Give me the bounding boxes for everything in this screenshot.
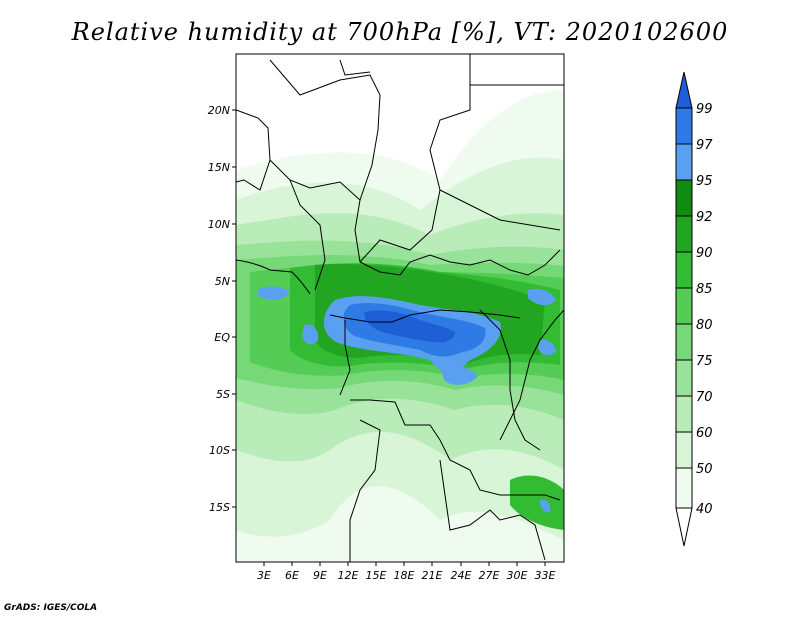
lon-tick-label: 30E [507, 569, 528, 582]
colorbar-label: 97 [696, 138, 713, 153]
colorbar-swatch [675, 143, 693, 181]
lat-tick-label: 10S [209, 444, 230, 457]
colorbar-label: 80 [696, 318, 713, 333]
lon-tick-label: 3E [257, 569, 271, 582]
colorbar-swatch [675, 395, 693, 433]
colorbar-swatch [675, 431, 693, 469]
lat-tick-label: EQ [214, 331, 230, 344]
colorbar-label: 92 [696, 210, 713, 225]
latitude-axis: 20N 15N 10N 5N EQ 5S 10S 15S [208, 104, 236, 514]
colorbar-label: 40 [696, 502, 713, 517]
country-borders [236, 54, 564, 562]
lon-tick-label: 15E [366, 569, 387, 582]
lon-tick-label: 24E [451, 569, 472, 582]
lon-tick-label: 9E [313, 569, 327, 582]
map-frame [235, 53, 565, 563]
colorbar-label: 85 [696, 282, 713, 297]
colorbar-label: 95 [696, 174, 713, 189]
longitude-axis: 3E 6E 9E 12E 15E 18E 21E 24E 27E 30E 33E [257, 562, 556, 582]
colorbar-bottom-arrow [675, 507, 693, 547]
colorbar-swatch [675, 359, 693, 397]
map-title: Relative humidity at 700hPa [%], VT: 202… [71, 18, 729, 46]
lat-tick-label: 15N [208, 161, 230, 174]
colorbar-swatch [675, 467, 693, 509]
lon-tick-label: 21E [422, 569, 443, 582]
lon-tick-label: 18E [394, 569, 415, 582]
colorbar-label: 99 [696, 102, 713, 117]
lat-tick-label: 15S [209, 501, 230, 514]
colorbar-label: 90 [696, 246, 713, 261]
colorbar-top-arrow [675, 71, 693, 109]
rh-99-region [364, 310, 455, 343]
colorbar-swatch [675, 107, 693, 145]
colorbar-label: 60 [696, 426, 713, 441]
colorbar-label: 70 [696, 390, 713, 405]
colorbar-label: 75 [696, 354, 713, 369]
colorbar-swatch [675, 251, 693, 289]
credit-label: GrADS: IGES/COLA [4, 603, 98, 613]
lon-tick-label: 27E [479, 569, 500, 582]
lat-tick-label: 5S [216, 388, 230, 401]
lat-tick-label: 10N [208, 218, 230, 231]
colorbar-labels: 99 97 95 92 90 85 80 75 70 60 50 40 [696, 102, 713, 517]
lon-tick-label: 12E [338, 569, 359, 582]
colorbar-swatch [675, 323, 693, 361]
lat-tick-label: 5N [215, 275, 230, 288]
lon-tick-label: 33E [535, 569, 556, 582]
lon-tick-label: 6E [285, 569, 299, 582]
colorbar-swatch [675, 179, 693, 217]
humidity-field [236, 54, 564, 562]
colorbar-label: 50 [696, 462, 713, 477]
colorbar [675, 71, 693, 547]
lat-tick-label: 20N [208, 104, 230, 117]
colorbar-swatch [675, 287, 693, 325]
colorbar-swatch [675, 215, 693, 253]
